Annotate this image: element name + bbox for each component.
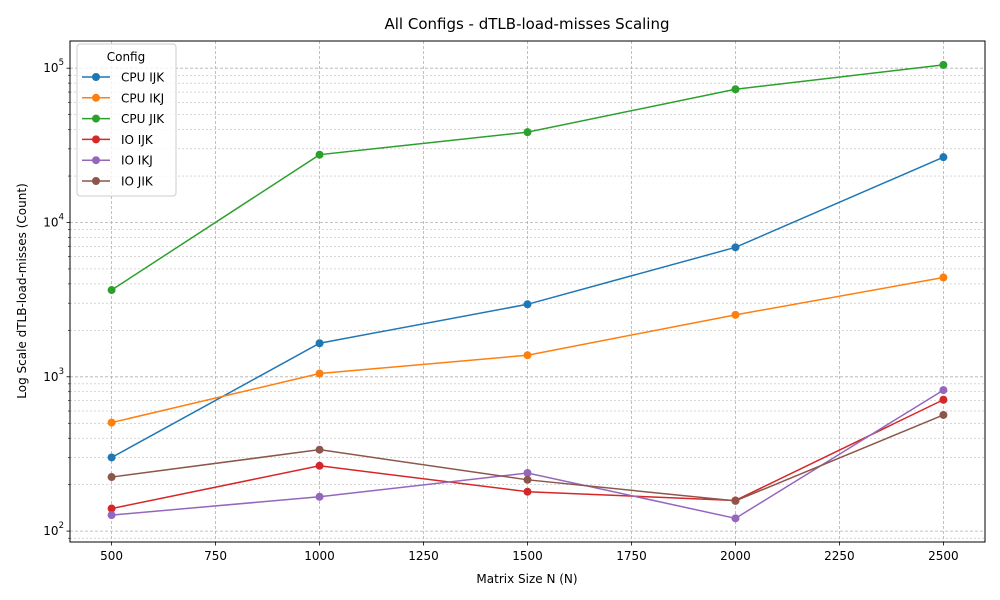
legend-marker bbox=[92, 135, 100, 144]
data-point bbox=[107, 286, 116, 295]
x-tick-label: 1750 bbox=[616, 549, 647, 563]
legend-title: Config bbox=[107, 50, 146, 64]
data-point bbox=[107, 473, 116, 482]
x-axis-title: Matrix Size N (N) bbox=[476, 572, 577, 586]
data-point bbox=[523, 351, 532, 360]
data-point bbox=[731, 310, 740, 319]
y-tick-label: 104 bbox=[43, 212, 64, 229]
data-point bbox=[315, 369, 324, 378]
data-point bbox=[315, 461, 324, 470]
y-tick-label: 105 bbox=[43, 58, 64, 75]
data-point bbox=[523, 300, 532, 309]
x-tick-label: 2250 bbox=[824, 549, 855, 563]
data-point bbox=[731, 85, 740, 94]
data-point bbox=[939, 153, 948, 162]
data-point bbox=[107, 511, 116, 520]
data-point bbox=[939, 386, 948, 395]
data-point bbox=[315, 339, 324, 348]
legend-marker bbox=[92, 93, 100, 102]
x-tick-label: 1000 bbox=[304, 549, 335, 563]
data-point bbox=[107, 453, 116, 462]
x-tick-label: 1250 bbox=[408, 549, 439, 563]
x-tick-label: 2000 bbox=[720, 549, 751, 563]
data-point bbox=[523, 468, 532, 477]
data-point bbox=[939, 273, 948, 282]
data-point bbox=[107, 504, 116, 513]
data-point bbox=[939, 410, 948, 419]
y-axis-title: Log Scale dTLB-load-misses (Count) bbox=[15, 183, 29, 399]
data-point bbox=[939, 395, 948, 404]
y-axis: 102 103 104 105 bbox=[43, 58, 70, 539]
data-point bbox=[731, 496, 740, 505]
series-1 bbox=[107, 273, 948, 427]
data-point bbox=[523, 128, 532, 137]
data-point bbox=[939, 60, 948, 69]
legend-marker bbox=[92, 156, 100, 165]
data-point bbox=[315, 445, 324, 454]
x-tick-label: 500 bbox=[100, 549, 123, 563]
x-tick-label: 2500 bbox=[928, 549, 959, 563]
x-tick-label: 1500 bbox=[512, 549, 543, 563]
legend-label: CPU IKJ bbox=[121, 91, 164, 105]
data-point bbox=[731, 514, 740, 523]
series-4 bbox=[107, 386, 948, 523]
y-tick-label: 102 bbox=[43, 521, 64, 538]
series-2 bbox=[107, 60, 948, 295]
legend-label: IO IJK bbox=[121, 133, 154, 147]
data-point bbox=[731, 243, 740, 252]
data-point bbox=[315, 492, 324, 501]
chart-title: All Configs - dTLB-load-misses Scaling bbox=[384, 15, 669, 33]
data-point bbox=[523, 475, 532, 484]
legend-marker bbox=[92, 73, 100, 81]
series-layer bbox=[107, 60, 948, 523]
legend-label: IO IKJ bbox=[121, 154, 153, 168]
legend-label: CPU IJK bbox=[121, 71, 165, 85]
data-point bbox=[107, 418, 116, 427]
legend-marker bbox=[92, 177, 100, 185]
x-tick-label: 750 bbox=[204, 549, 227, 563]
legend-marker bbox=[92, 114, 100, 123]
legend-label: IO JIK bbox=[121, 175, 154, 189]
data-point bbox=[315, 150, 324, 159]
legend-box bbox=[76, 43, 177, 197]
legend: Config CPU IJK CPU IKJ CPU JIK IO IJK IO IKJ… bbox=[76, 43, 177, 197]
legend-label: CPU JIK bbox=[121, 112, 165, 126]
series-0 bbox=[107, 153, 948, 462]
x-axis: 500 750 1000 1250 1500 1750 2000 2250 2500 bbox=[100, 542, 959, 563]
y-tick-label: 103 bbox=[43, 367, 64, 384]
data-point bbox=[523, 487, 532, 496]
series-5 bbox=[107, 410, 948, 505]
